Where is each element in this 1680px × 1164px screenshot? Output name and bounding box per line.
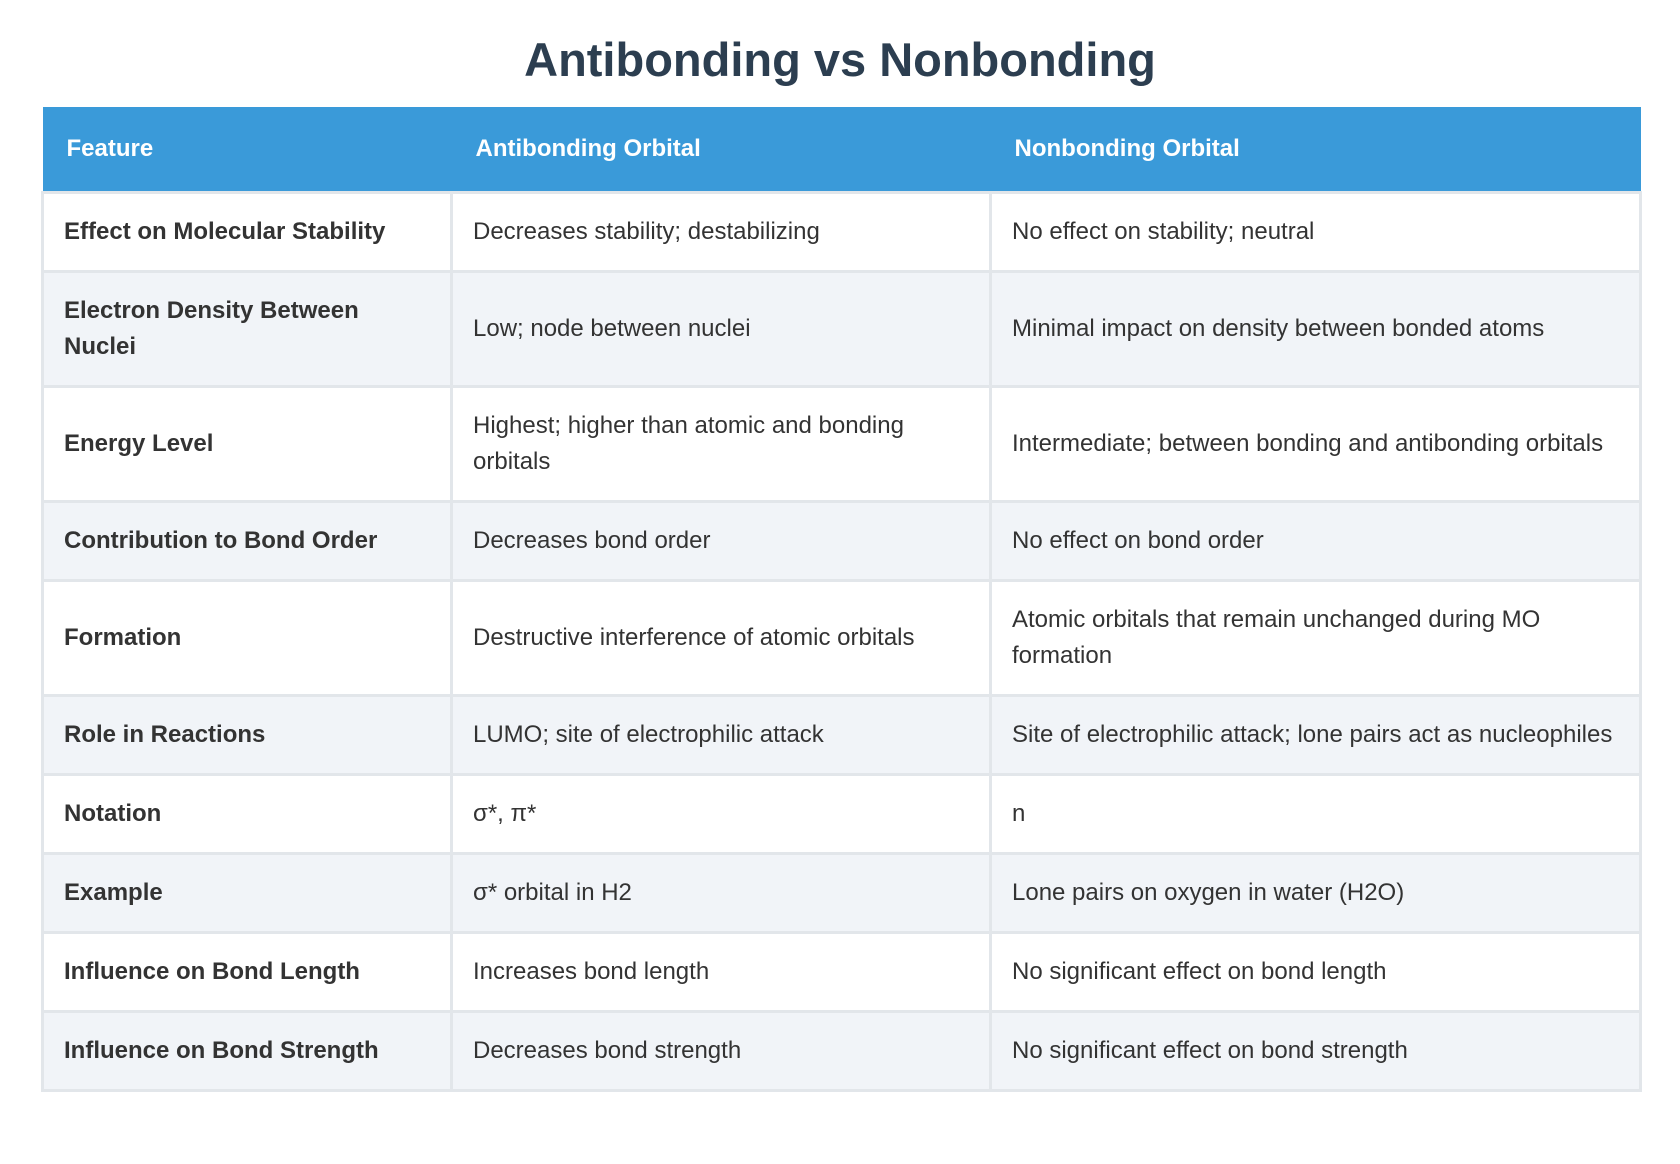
value-cell: Highest; higher than atomic and bonding …	[450, 385, 992, 503]
value-cell: Intermediate; between bonding and antibo…	[989, 385, 1642, 503]
table-row: Influence on Bond Length Increases bond l…	[41, 931, 1642, 1013]
value-cell: σ*, π*	[450, 773, 992, 855]
feature-cell: Contribution to Bond Order	[41, 500, 453, 582]
feature-cell: Example	[41, 852, 453, 934]
feature-cell: Influence on Bond Length	[41, 931, 453, 1013]
value-cell: Decreases bond strength	[450, 1010, 992, 1092]
value-cell: LUMO; site of electrophilic attack	[450, 694, 992, 776]
table-row: Electron Density Between Nuclei Low; node…	[41, 270, 1642, 388]
value-cell: No effect on stability; neutral	[989, 191, 1642, 273]
feature-cell: Energy Level	[41, 385, 453, 503]
value-cell: No effect on bond order	[989, 500, 1642, 582]
value-cell: Increases bond length	[450, 931, 992, 1013]
feature-cell: Influence on Bond Strength	[41, 1010, 453, 1092]
table-row: Notation σ*, π* n	[41, 773, 1642, 855]
value-cell: Decreases stability; destabilizing	[450, 191, 992, 273]
table-row: Energy Level Highest; higher than atomic …	[41, 385, 1642, 503]
value-cell: Low; node between nuclei	[450, 270, 992, 388]
table-row: Role in Reactions LUMO; site of electroph…	[41, 694, 1642, 776]
feature-cell: Formation	[41, 579, 453, 697]
value-cell: Decreases bond order	[450, 500, 992, 582]
comparison-table: Feature Antibonding Orbital Nonbonding Orb…	[41, 107, 1642, 1092]
page-title: Antibonding vs Nonbonding	[524, 33, 1156, 86]
table-row: Effect on Molecular Stability Decreases s…	[41, 191, 1642, 273]
feature-cell: Effect on Molecular Stability	[41, 191, 453, 273]
table-body: Effect on Molecular Stability Decreases s…	[41, 191, 1642, 1092]
feature-cell: Electron Density Between Nuclei	[41, 270, 453, 388]
table-row: Influence on Bond Strength Decreases bond…	[41, 1010, 1642, 1092]
table-row: Formation Destructive interference of ato…	[41, 579, 1642, 697]
value-cell: Atomic orbitals that remain unchanged du…	[989, 579, 1642, 697]
header-cell: Feature	[42, 107, 452, 193]
table-row: Contribution to Bond Order Decreases bond…	[41, 500, 1642, 582]
feature-cell: Notation	[41, 773, 453, 855]
value-cell: n	[989, 773, 1642, 855]
value-cell: Lone pairs on oxygen in water (H2O)	[989, 852, 1642, 934]
value-cell: Minimal impact on density between bonded…	[989, 270, 1642, 388]
header-cell: Nonbonding Orbital	[990, 107, 1641, 193]
table-row: Example σ* orbital in H2 Lone pairs on oxy…	[41, 852, 1642, 934]
value-cell: No significant effect on bond length	[989, 931, 1642, 1013]
value-cell: σ* orbital in H2	[450, 852, 992, 934]
header-cell: Antibonding Orbital	[451, 107, 991, 193]
value-cell: Site of electrophilic attack; lone pairs…	[989, 694, 1642, 776]
value-cell: Destructive interference of atomic orbit…	[450, 579, 992, 697]
feature-cell: Role in Reactions	[41, 694, 453, 776]
value-cell: No significant effect on bond strength	[989, 1010, 1642, 1092]
header-row: Feature Antibonding Orbital Nonbonding Orb…	[42, 107, 1641, 193]
